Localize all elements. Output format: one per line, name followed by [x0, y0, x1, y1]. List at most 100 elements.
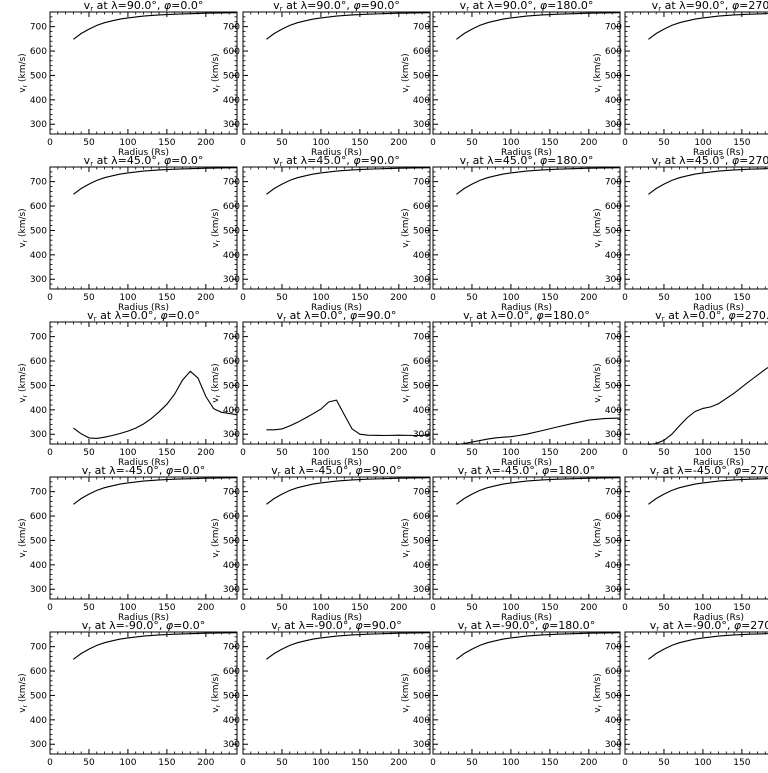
x-tick-label: 50	[276, 448, 288, 458]
y-axis-label: vr (km/s)	[18, 518, 29, 557]
y-axis-label: vr (km/s)	[211, 363, 222, 402]
y-tick-label: 300	[30, 740, 47, 750]
y-tick-label: 500	[605, 226, 622, 236]
y-axis-label: vr (km/s)	[593, 518, 604, 557]
x-tick-label: 50	[658, 448, 670, 458]
series-line	[648, 168, 768, 195]
y-tick-label: 700	[605, 23, 622, 33]
y-tick-label: 400	[413, 406, 430, 416]
plot-frame	[624, 166, 768, 290]
x-tick-label: 150	[733, 448, 750, 458]
x-tick-label: 200	[390, 138, 407, 148]
subplot-7: vr at λ=45.0°, φ=180.0° 0 50 100 150 200 300 40…	[401, 154, 621, 313]
y-tick-label: 700	[30, 23, 47, 33]
y-tick-label: 500	[223, 691, 240, 701]
subplot-title: vr at λ=-45.0°, φ=180.0°	[458, 464, 596, 478]
y-tick-label: 600	[605, 667, 622, 677]
x-tick-label: 150	[541, 448, 558, 458]
x-tick-label: 50	[466, 293, 478, 303]
series-line	[648, 366, 768, 446]
y-tick-label: 600	[30, 357, 47, 367]
x-axis-label: Radius (Rs)	[118, 303, 169, 313]
x-tick-label: 50	[276, 758, 288, 768]
y-tick-label: 600	[30, 667, 47, 677]
y-tick-label: 300	[223, 430, 240, 440]
x-tick-label: 0	[622, 603, 628, 613]
y-axis-label: vr (km/s)	[18, 363, 29, 402]
y-axis-label: vr (km/s)	[211, 518, 222, 557]
series-line	[266, 399, 431, 437]
x-axis-label: Radius (Rs)	[118, 148, 169, 158]
y-tick-label: 400	[413, 716, 430, 726]
x-axis-label: Radius (Rs)	[311, 613, 362, 623]
x-axis-label: Radius (Rs)	[693, 613, 744, 623]
plot-frame	[432, 631, 621, 755]
y-tick-label: 400	[223, 251, 240, 261]
y-axis-label: vr (km/s)	[593, 208, 604, 247]
x-tick-label: 0	[47, 138, 53, 148]
y-tick-label: 600	[413, 512, 430, 522]
plot-frame	[624, 631, 768, 755]
x-tick-label: 0	[47, 603, 53, 613]
x-tick-label: 50	[658, 603, 670, 613]
y-axis-label: vr (km/s)	[211, 673, 222, 712]
x-axis-label: Radius (Rs)	[501, 148, 552, 158]
y-tick-label: 400	[413, 251, 430, 261]
y-tick-label: 400	[30, 716, 47, 726]
x-tick-label: 150	[158, 603, 175, 613]
x-tick-label: 0	[240, 138, 246, 148]
y-tick-label: 700	[605, 333, 622, 343]
y-tick-label: 400	[30, 96, 47, 106]
x-axis-label: Radius (Rs)	[693, 303, 744, 313]
y-tick-label: 400	[30, 561, 47, 571]
subplot-8: vr at λ=45.0°, φ=270.0°05010015020030040…	[593, 154, 768, 313]
y-tick-label: 400	[223, 406, 240, 416]
y-tick-label: 700	[605, 488, 622, 498]
y-axis-label: vr (km/s)	[401, 673, 412, 712]
y-tick-label: 300	[223, 120, 240, 130]
y-tick-label: 700	[413, 488, 430, 498]
x-tick-label: 150	[541, 603, 558, 613]
y-tick-label: 300	[605, 585, 622, 595]
y-axis-label: vr (km/s)	[211, 208, 222, 247]
subplot-13: vr at λ=-45.0°, φ=0.0° 0 50 100 150 200 300 400…	[18, 464, 238, 623]
y-tick-label: 700	[223, 488, 240, 498]
subplot-title: vr at λ=45.0°, φ=90.0°	[273, 154, 400, 168]
plot-frame	[432, 166, 621, 290]
series-line	[456, 167, 621, 195]
x-tick-label: 150	[351, 293, 368, 303]
plot-frame	[624, 476, 768, 600]
y-tick-label: 600	[30, 512, 47, 522]
subplot-18: vr at λ=-90.0°, φ=90.0° 0 50 100 150 200 300 40…	[211, 619, 431, 773]
y-tick-label: 300	[30, 120, 47, 130]
y-tick-label: 500	[223, 381, 240, 391]
y-tick-label: 300	[413, 275, 430, 285]
x-tick-label: 100	[119, 293, 136, 303]
x-tick-label: 50	[83, 138, 95, 148]
y-axis-label: vr (km/s)	[18, 208, 29, 247]
subplot-20: vr at λ=-90.0°, φ=270.0°0501001502003004…	[593, 619, 768, 773]
subplot-17: vr at λ=-90.0°, φ=0.0° 0 50 100 150 200 300 400…	[18, 619, 238, 773]
y-tick-label: 500	[30, 536, 47, 546]
y-tick-label: 400	[413, 96, 430, 106]
x-tick-label: 150	[733, 603, 750, 613]
x-tick-label: 150	[541, 758, 558, 768]
x-tick-label: 50	[658, 758, 670, 768]
y-tick-label: 500	[223, 226, 240, 236]
x-tick-label: 0	[430, 138, 436, 148]
y-axis-label: vr (km/s)	[401, 208, 412, 247]
series-line	[266, 477, 431, 505]
y-tick-label: 700	[30, 488, 47, 498]
y-tick-label: 700	[223, 333, 240, 343]
plot-frame	[49, 11, 238, 135]
y-tick-label: 700	[605, 178, 622, 188]
x-tick-label: 100	[312, 448, 329, 458]
y-tick-label: 500	[30, 71, 47, 81]
series-line	[73, 632, 238, 660]
series-line	[73, 477, 238, 505]
subplot-15: vr at λ=-45.0°, φ=180.0° 0 50 100 150 200 300 4…	[401, 464, 621, 623]
y-tick-label: 400	[223, 96, 240, 106]
x-tick-label: 0	[430, 448, 436, 458]
x-tick-label: 200	[197, 448, 214, 458]
plot-frame	[49, 321, 238, 445]
